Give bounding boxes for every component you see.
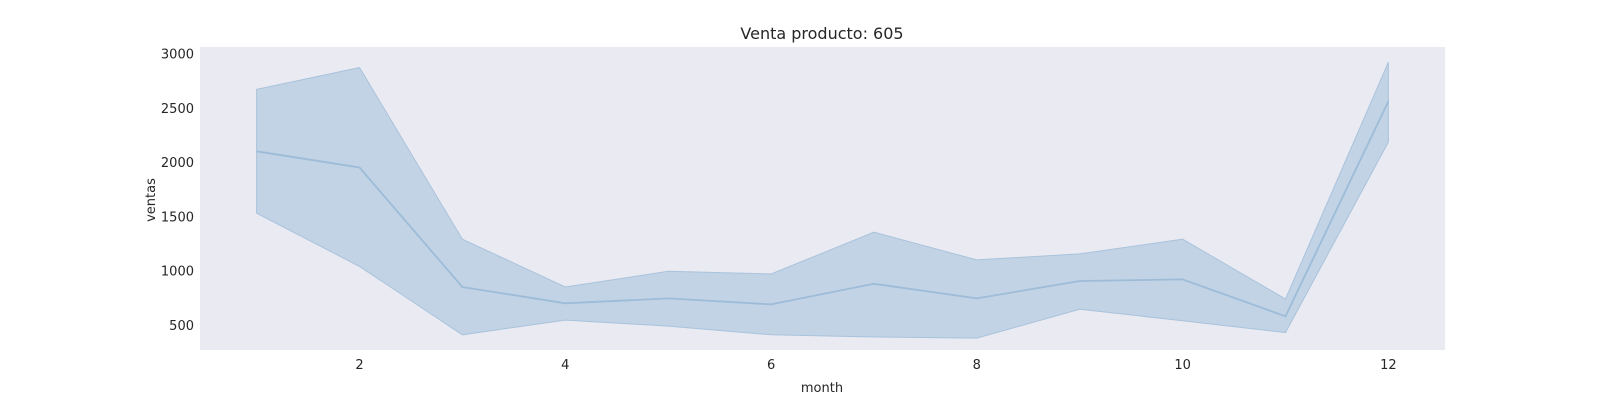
y-tick-label: 500 xyxy=(169,319,194,334)
y-tick-label: 2000 xyxy=(161,156,194,171)
x-axis-label: month xyxy=(801,381,843,396)
y-tick-label: 1000 xyxy=(161,265,194,280)
x-tick-label: 6 xyxy=(767,358,775,373)
x-tick-label: 2 xyxy=(355,358,363,373)
x-tick-label: 10 xyxy=(1174,358,1191,373)
y-tick-labels: 500 1000 1500 2000 2500 3000 xyxy=(161,48,194,335)
x-tick-labels: 2 4 6 8 10 12 xyxy=(355,358,1396,373)
series-line-layer xyxy=(256,100,1390,318)
x-tick-label: 12 xyxy=(1380,358,1397,373)
x-tick-label: 8 xyxy=(973,358,981,373)
y-axis-label: ventas xyxy=(144,178,159,222)
y-tick-label: 3000 xyxy=(161,48,194,63)
y-tick-label: 1500 xyxy=(161,210,194,225)
series-line xyxy=(256,100,1390,318)
x-tick-label: 4 xyxy=(561,358,569,373)
confidence-band xyxy=(256,62,1389,339)
y-tick-label: 2500 xyxy=(161,102,194,117)
chart-title: Venta producto: 605 xyxy=(740,24,903,43)
confidence-band-layer xyxy=(256,62,1389,339)
